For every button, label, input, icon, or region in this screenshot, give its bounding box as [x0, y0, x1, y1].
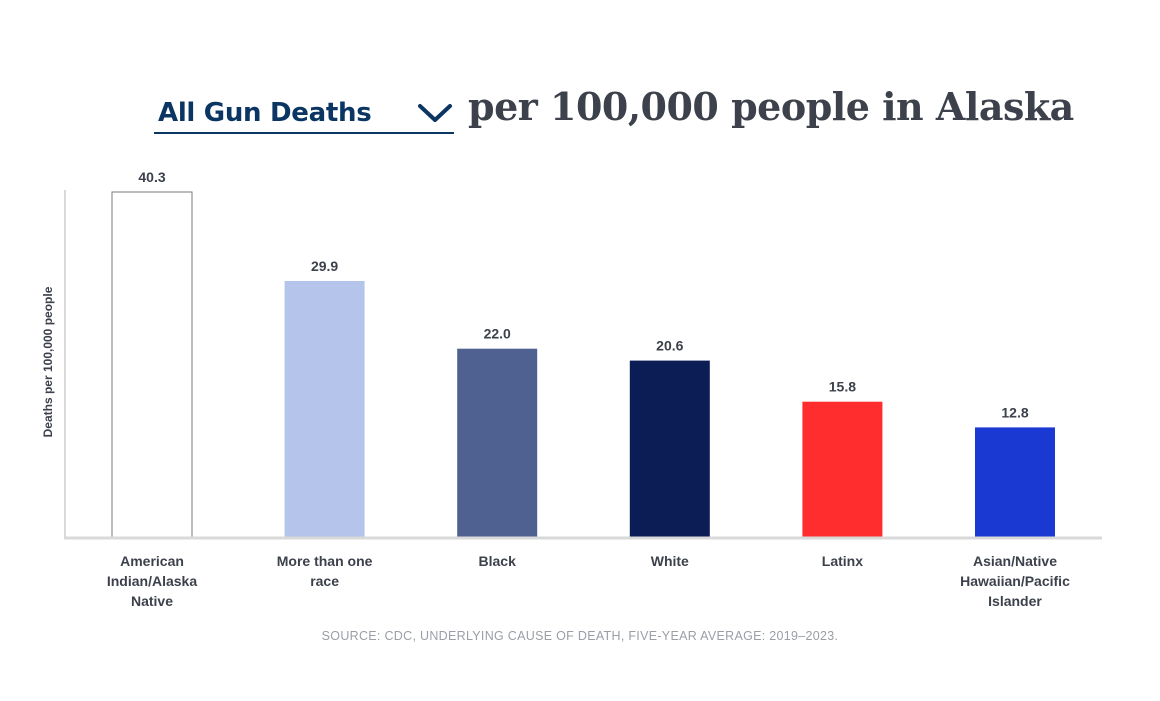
bar — [975, 427, 1055, 537]
bar — [457, 348, 538, 537]
bar — [111, 191, 193, 538]
bar-value-label: 12.8 — [1001, 404, 1028, 420]
bar-value-label: 20.6 — [656, 338, 683, 354]
bar — [629, 360, 710, 537]
x-tick-label-line: Asian/Native — [972, 553, 1058, 569]
x-tick-label-line: Hawaiian/Pacific — [960, 573, 1070, 589]
bar-value-label: 40.3 — [138, 169, 165, 185]
x-tick-label-line: American — [120, 553, 184, 569]
chevron-down-icon — [418, 104, 452, 122]
x-tick-label-line: Indian/Alaska — [106, 573, 198, 589]
x-tick-label-line: Black — [478, 553, 516, 569]
source-note: SOURCE: CDC, UNDERLYING CAUSE OF DEATH, … — [321, 629, 839, 643]
x-tick-label-line: Native — [130, 593, 174, 609]
x-tick-label-line: race — [310, 573, 339, 589]
x-tick-label: Asian/Native Hawaiian/Pacific Islander — [945, 551, 1085, 611]
x-tick-label: Black — [427, 551, 567, 571]
bar-value-label: 22.0 — [484, 326, 511, 342]
x-tick-label-line: More than one — [276, 553, 373, 569]
x-tick-label-line: Islander — [988, 593, 1042, 609]
bar-value-label: 15.8 — [829, 379, 856, 395]
x-tick-label: American Indian/Alaska Native — [82, 551, 222, 611]
chart-header: All Gun Deaths per 100,000 people in Ala… — [0, 84, 1160, 144]
measure-dropdown[interactable]: All Gun Deaths — [154, 92, 454, 134]
bar-value-label: 29.9 — [311, 258, 338, 274]
x-tick-label: Latinx — [772, 551, 912, 571]
bar — [284, 281, 365, 537]
bars-group: 40.3 29.9 22.0 20.6 15.8 12.8 — [111, 169, 1055, 538]
x-tick-label: White — [600, 551, 740, 571]
x-tick-label-line: Latinx — [821, 553, 863, 569]
bar — [802, 401, 883, 537]
chart-title: per 100,000 people in Alaska — [468, 84, 1074, 129]
measure-dropdown-label: All Gun Deaths — [158, 98, 372, 128]
x-tick-label: More than one race — [255, 551, 395, 591]
x-tick-label-line: White — [650, 553, 689, 569]
